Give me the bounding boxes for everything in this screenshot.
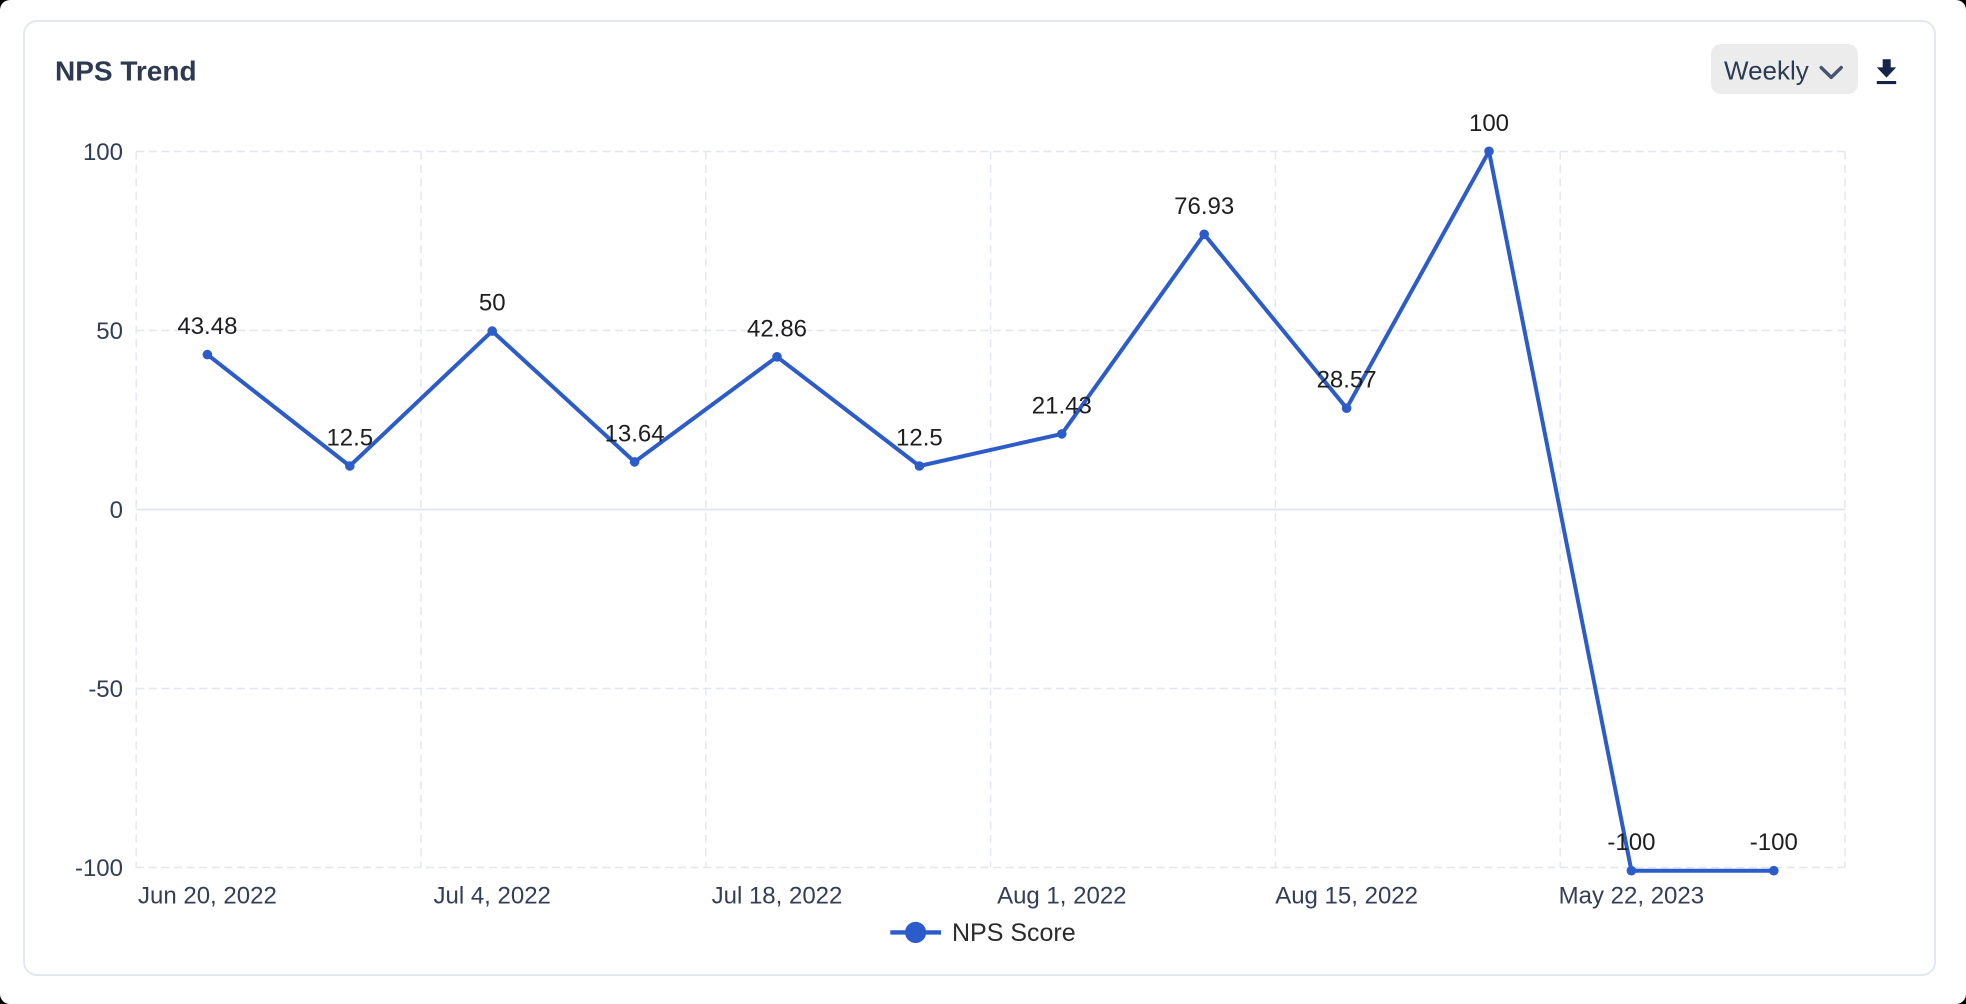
svg-text:12.5: 12.5 xyxy=(896,425,943,452)
svg-text:50: 50 xyxy=(479,290,506,317)
svg-text:100: 100 xyxy=(1469,110,1509,137)
svg-text:76.93: 76.93 xyxy=(1174,193,1234,220)
svg-text:13.64: 13.64 xyxy=(605,420,665,447)
svg-text:42.86: 42.86 xyxy=(747,315,807,342)
svg-text:Jul 4, 2022: Jul 4, 2022 xyxy=(433,883,550,910)
svg-text:50: 50 xyxy=(96,318,123,345)
svg-text:21.43: 21.43 xyxy=(1032,392,1092,419)
svg-text:-100: -100 xyxy=(1607,829,1655,856)
svg-text:0: 0 xyxy=(110,497,123,524)
svg-text:28.57: 28.57 xyxy=(1317,367,1377,394)
svg-text:-100: -100 xyxy=(1750,829,1798,856)
svg-text:12.5: 12.5 xyxy=(326,425,373,452)
svg-text:43.48: 43.48 xyxy=(177,313,237,340)
svg-text:Jul 18, 2022: Jul 18, 2022 xyxy=(712,883,843,910)
svg-text:Aug 1, 2022: Aug 1, 2022 xyxy=(997,883,1126,910)
svg-text:Weekly: Weekly xyxy=(1724,56,1809,86)
svg-text:-50: -50 xyxy=(88,676,123,703)
svg-text:100: 100 xyxy=(83,139,123,166)
svg-text:May 22, 2023: May 22, 2023 xyxy=(1559,883,1704,910)
svg-text:NPS Trend: NPS Trend xyxy=(55,56,197,87)
svg-text:-100: -100 xyxy=(75,855,123,882)
svg-text:Aug 15, 2022: Aug 15, 2022 xyxy=(1275,883,1418,910)
svg-text:Jun 20, 2022: Jun 20, 2022 xyxy=(138,883,277,910)
svg-text:NPS Score: NPS Score xyxy=(952,919,1076,947)
